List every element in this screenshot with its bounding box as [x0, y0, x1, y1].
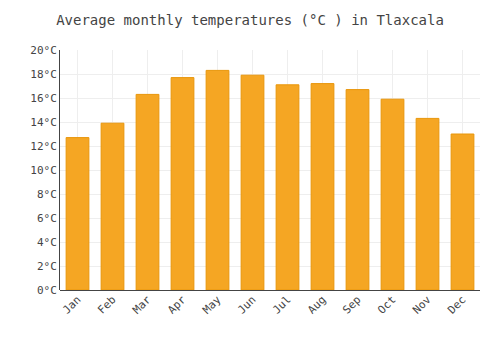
svg-text:Dec: Dec — [445, 293, 468, 316]
svg-text:Average monthly temperatures (: Average monthly temperatures (°C ) in Tl… — [56, 12, 444, 28]
svg-text:Jan: Jan — [60, 293, 83, 316]
svg-text:12°C: 12°C — [30, 140, 57, 153]
svg-text:Mar: Mar — [130, 293, 154, 317]
svg-text:18°C: 18°C — [30, 68, 57, 81]
svg-text:6°C: 6°C — [37, 212, 57, 225]
svg-text:20°C: 20°C — [30, 44, 57, 57]
svg-text:Nov: Nov — [410, 293, 434, 317]
svg-text:Jun: Jun — [235, 293, 258, 316]
svg-text:8°C: 8°C — [37, 188, 57, 201]
svg-text:Feb: Feb — [95, 293, 118, 316]
svg-text:Oct: Oct — [375, 293, 398, 316]
svg-text:0°C: 0°C — [37, 284, 57, 297]
svg-text:10°C: 10°C — [30, 164, 57, 177]
svg-text:16°C: 16°C — [30, 92, 57, 105]
svg-text:May: May — [200, 293, 224, 317]
svg-text:Apr: Apr — [165, 293, 189, 317]
svg-text:2°C: 2°C — [37, 260, 57, 273]
svg-text:4°C: 4°C — [37, 236, 57, 249]
svg-text:Jul: Jul — [270, 293, 293, 316]
svg-text:Aug: Aug — [305, 293, 328, 316]
svg-text:Sep: Sep — [340, 293, 363, 316]
svg-text:14°C: 14°C — [30, 116, 57, 129]
